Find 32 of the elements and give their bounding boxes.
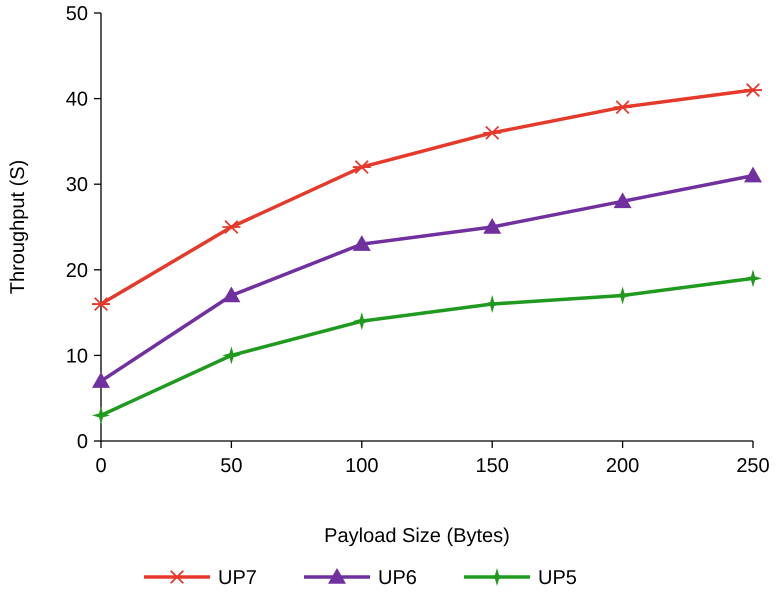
point	[744, 166, 762, 182]
point	[92, 406, 110, 424]
legend-label: UP5	[538, 567, 577, 589]
y-tick-label: 30	[66, 174, 88, 196]
y-tick-label: 10	[66, 345, 88, 368]
point	[91, 296, 111, 312]
point	[483, 218, 502, 234]
y-axis-title: Throughput (S)	[7, 160, 29, 294]
y-tick-label: 0	[76, 431, 88, 453]
point	[743, 82, 763, 98]
x-tick-label: 150	[476, 455, 509, 477]
point	[222, 220, 242, 234]
point	[352, 235, 371, 251]
y-tick-label: 40	[66, 88, 88, 111]
x-tick-label: 50	[220, 455, 243, 477]
x-tick-label: 0	[95, 455, 107, 477]
point	[352, 160, 372, 174]
legend-label: UP6	[378, 567, 417, 589]
y-tick-label: 20	[66, 260, 88, 282]
point	[222, 286, 240, 302]
point	[744, 269, 762, 288]
point	[92, 372, 110, 388]
point	[612, 100, 632, 114]
x-tick-label: 250	[736, 455, 770, 477]
point	[482, 126, 502, 140]
x-tick-label: 100	[345, 455, 378, 477]
legend-label: UP7	[218, 567, 257, 589]
x-tick-label: 200	[606, 455, 640, 477]
point	[222, 346, 240, 364]
x-axis-title: Payload Size (Bytes)	[324, 525, 510, 547]
y-tick-label: 50	[66, 3, 88, 25]
point	[614, 192, 632, 208]
